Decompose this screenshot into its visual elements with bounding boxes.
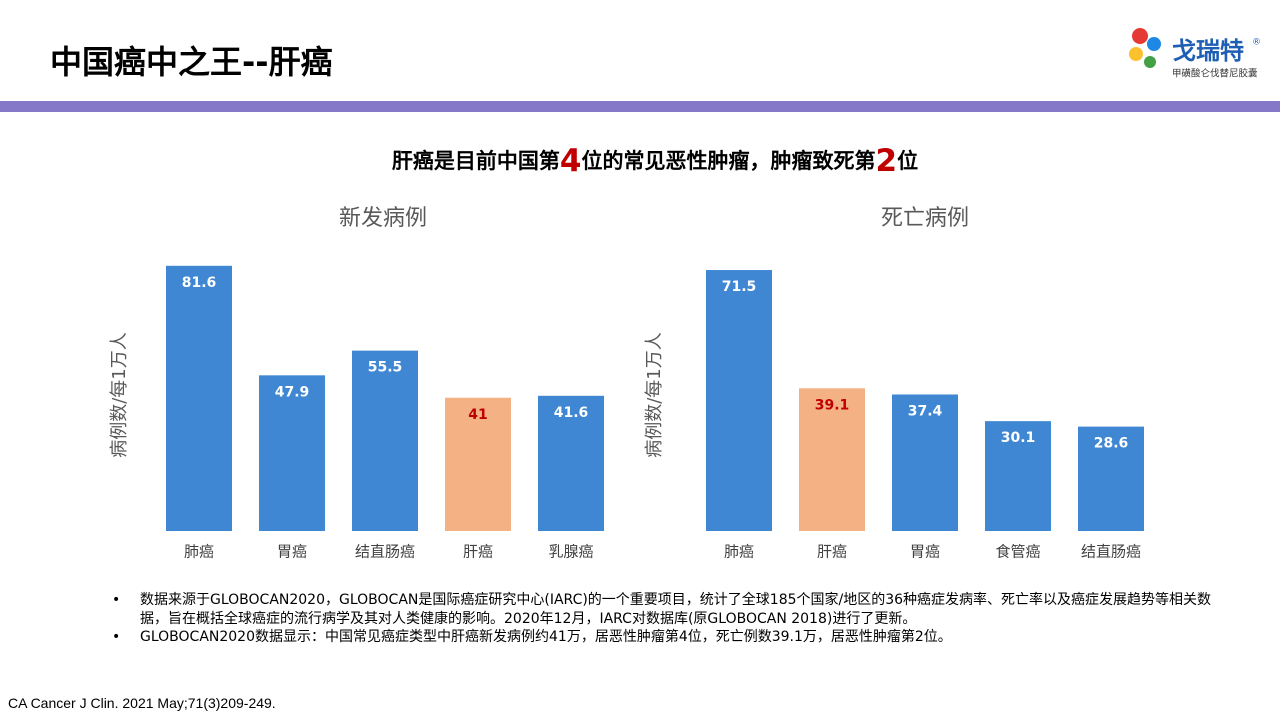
value-label: 71.5	[722, 279, 757, 295]
x-tick-label: 胃癌	[910, 543, 940, 561]
x-tick-label: 结直肠癌	[1081, 543, 1141, 561]
bar	[706, 270, 772, 531]
logo: 戈瑞特 ® 甲磺酸仑伐替尼胶囊	[1129, 28, 1261, 80]
bar	[538, 395, 604, 531]
value-label: 41.6	[554, 405, 589, 421]
value-label: 37.4	[908, 403, 943, 419]
bar	[892, 394, 958, 531]
bar	[166, 265, 232, 531]
value-label: 39.1	[815, 397, 850, 413]
x-tick-label: 肝癌	[817, 543, 847, 561]
x-tick-label: 肝癌	[463, 543, 493, 561]
subtitle-text: 位	[897, 149, 918, 173]
citation: CA Cancer J Clin. 2021 May;71(3)209-249.	[8, 695, 276, 711]
value-label: 30.1	[1001, 430, 1036, 446]
x-tick-label: 肺癌	[184, 543, 214, 561]
logo-sub: 甲磺酸仑伐替尼胶囊	[1172, 68, 1258, 80]
bar	[985, 421, 1051, 531]
x-tick-label: 胃癌	[277, 543, 307, 561]
chart-title: 死亡病例	[881, 206, 969, 231]
subtitle-highlight: 4	[560, 143, 582, 179]
bar	[259, 375, 325, 531]
note: GLOBOCAN2020数据显示：中国常见癌症类型中肝癌新发病例约41万，居恶性…	[112, 628, 1230, 647]
value-label: 55.5	[368, 360, 403, 376]
title-band	[0, 101, 1280, 112]
subtitle: 肝癌是目前中国第4位的常见恶性肿瘤，肿瘤致死第2位	[392, 143, 918, 179]
bar	[799, 388, 865, 531]
subtitle-highlight: 2	[876, 143, 898, 179]
logo-mark: ®	[1252, 38, 1261, 48]
y-axis-label: 病例数/每1万人	[644, 332, 665, 458]
value-label: 28.6	[1094, 436, 1129, 452]
bar	[445, 397, 511, 531]
bar	[352, 350, 418, 531]
note: 数据来源于GLOBOCAN2020，GLOBOCAN是国际癌症研究中心(IARC…	[112, 591, 1230, 628]
x-tick-label: 乳腺癌	[548, 543, 593, 561]
value-label: 81.6	[182, 275, 217, 291]
bar	[1078, 426, 1144, 531]
y-axis-label: 病例数/每1万人	[109, 332, 130, 458]
value-label: 47.9	[275, 384, 310, 400]
logo-name: 戈瑞特	[1172, 37, 1244, 65]
notes: 数据来源于GLOBOCAN2020，GLOBOCAN是国际癌症研究中心(IARC…	[112, 591, 1230, 647]
subtitle-text: 肝癌是目前中国第	[392, 149, 560, 173]
chart-title: 新发病例	[339, 206, 427, 231]
x-tick-label: 食管癌	[995, 543, 1040, 561]
subtitle-text: 位的常见恶性肿瘤，肿瘤致死第	[582, 149, 876, 173]
value-label: 41	[468, 407, 487, 423]
slide-title: 中国癌中之王--肝癌	[50, 43, 333, 81]
x-tick-label: 肺癌	[724, 543, 754, 561]
x-tick-label: 结直肠癌	[355, 543, 415, 561]
